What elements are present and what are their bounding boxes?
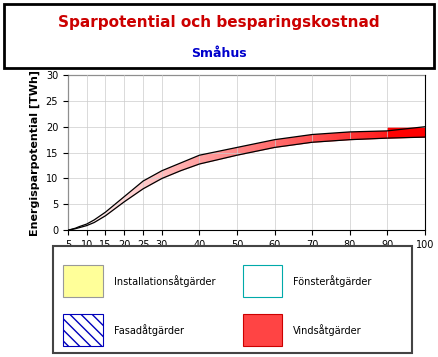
FancyBboxPatch shape — [53, 246, 412, 353]
Text: Vindsåtgärder: Vindsåtgärder — [293, 324, 362, 336]
FancyBboxPatch shape — [4, 4, 434, 68]
Y-axis label: Energisparpotential [TWh]: Energisparpotential [TWh] — [30, 70, 40, 236]
Text: Sparpotential och besparingskostnad: Sparpotential och besparingskostnad — [58, 15, 380, 30]
Text: Fasadåtgärder: Fasadåtgärder — [113, 324, 184, 336]
Text: Småhus: Småhus — [191, 47, 247, 60]
Bar — [243, 265, 283, 297]
Bar — [64, 265, 103, 297]
Text: Fönsteråtgärder: Fönsteråtgärder — [293, 275, 371, 287]
Bar — [243, 314, 283, 346]
X-axis label: Besparingskostnad [öre/kWh]: Besparingskostnad [öre/kWh] — [153, 256, 339, 266]
Bar — [64, 314, 103, 346]
Text: Installationsåtgärder: Installationsåtgärder — [113, 275, 215, 287]
